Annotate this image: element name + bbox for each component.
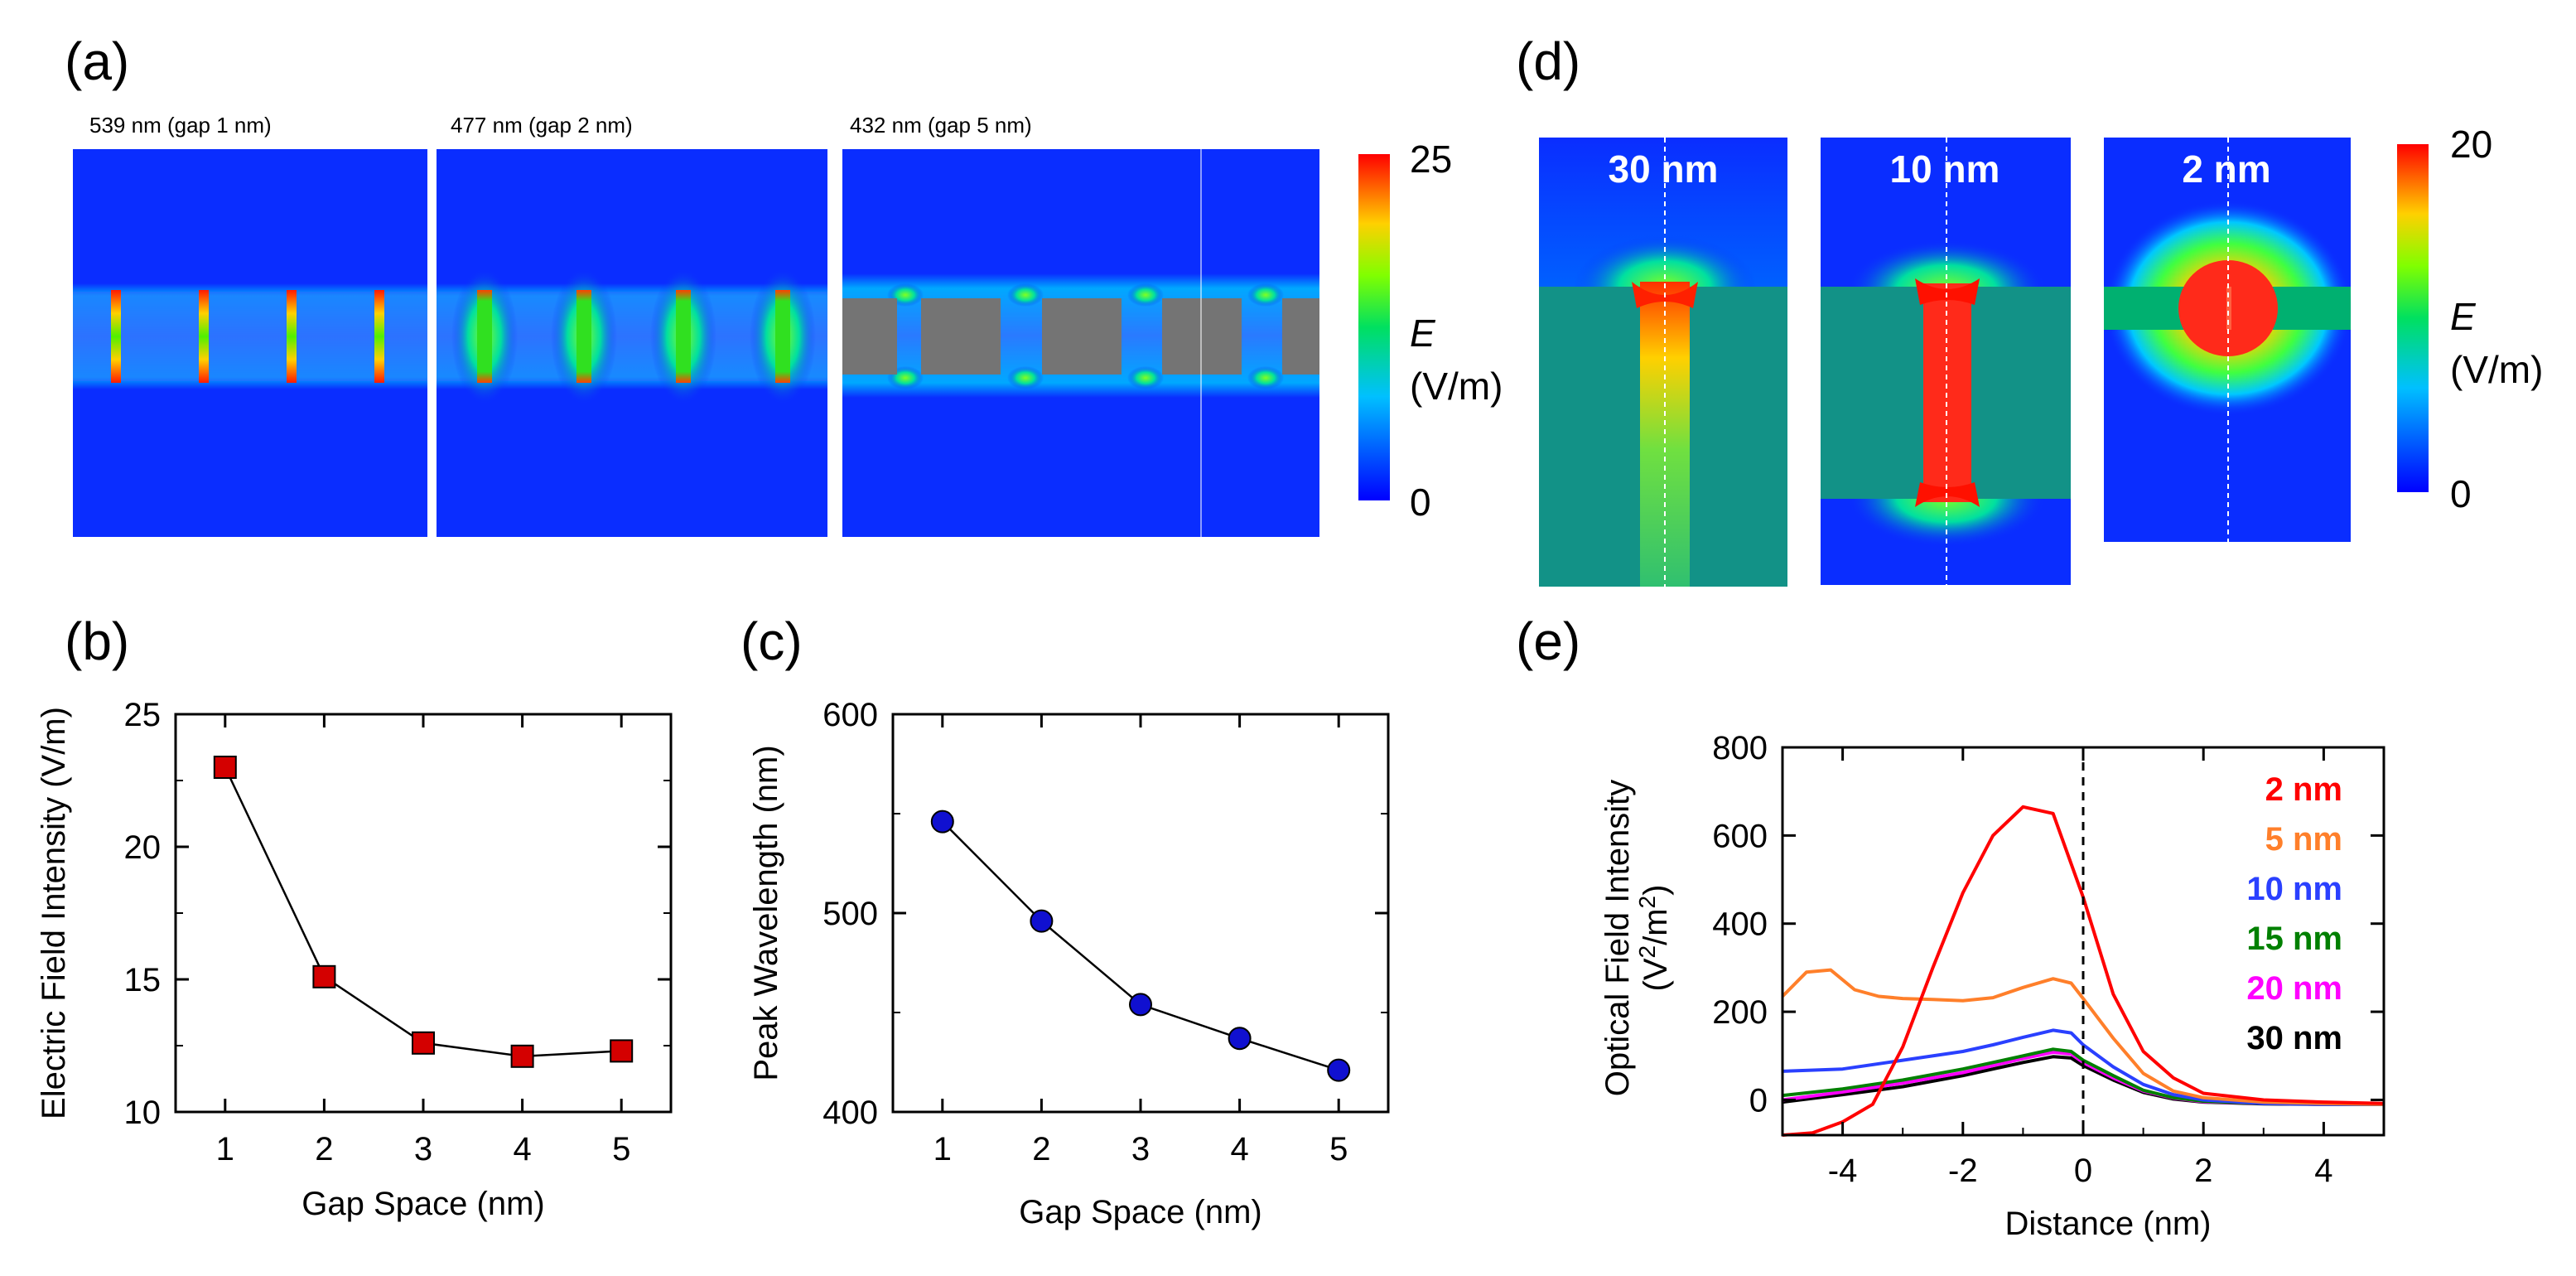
chart-b-ytick-label: 10 <box>124 1095 162 1131</box>
chart-c-xtick-label: 1 <box>933 1131 952 1167</box>
field-map-30nm: 30 nm <box>1539 138 1787 587</box>
chart-e-xtick-label: 4 <box>2314 1153 2332 1189</box>
chart-b-ytick-label: 20 <box>124 829 162 866</box>
chart-b-ytick-label: 15 <box>124 962 162 998</box>
chart-e-legend-entry: 30 nm <box>2246 1020 2342 1056</box>
panel-a-title-3: 432 nm (gap 5 nm) <box>850 113 1032 138</box>
field-map-gap-2 <box>437 149 827 537</box>
panel-b-label: (b) <box>65 611 129 671</box>
panel-a-field-maps <box>73 149 1319 537</box>
chart-e-xtick-label: -4 <box>1828 1153 1858 1189</box>
chart-b-point <box>412 1031 435 1055</box>
colorbar-a-quantity: E <box>1410 312 1436 355</box>
chart-b-xtick-label: 5 <box>612 1131 630 1167</box>
chart-c-xtick-label: 3 <box>1131 1131 1150 1167</box>
chart-e-xtick-label: -2 <box>1948 1153 1978 1189</box>
panel-d-field-maps: 30 nm 10 nm 2 nm <box>1539 138 2352 587</box>
subpanel-30nm-label: 30 nm <box>1609 147 1719 191</box>
panel-c-label: (c) <box>740 611 803 671</box>
field-map-gap-1 <box>73 149 427 537</box>
chart-c-ytick-label: 400 <box>822 1095 878 1131</box>
chart-b-xtick-label: 3 <box>414 1131 432 1167</box>
colorbar-d-max: 20 <box>2450 123 2492 166</box>
chart-e-ytick-label: 800 <box>1712 730 1768 766</box>
chart-e-xtick-label: 2 <box>2194 1153 2212 1189</box>
colorbar-a-unit: (V/m) <box>1410 365 1503 408</box>
subpanel-10nm-label: 10 nm <box>1890 147 2000 191</box>
chart-c-plot-frame <box>891 713 1390 1114</box>
chart-e-ytick-label: 400 <box>1712 906 1768 943</box>
field-map-10nm: 10 nm <box>1821 138 2071 585</box>
chart-e-legend-entry: 15 nm <box>2246 921 2342 957</box>
chart-e-series-line <box>1781 968 2385 1106</box>
colorbar-d-quantity: E <box>2450 295 2477 338</box>
chart-e-xtick-label: 0 <box>2074 1153 2092 1189</box>
chart-e-ylabel: Optical Field Intensity <box>1599 780 1636 1096</box>
chart-e-legend-entry: 2 nm <box>2265 771 2342 808</box>
chart-b-point <box>213 756 237 779</box>
chart-c-xtick-label: 4 <box>1230 1131 1248 1167</box>
chart-c-line <box>941 820 1339 1071</box>
chart-e-ylabel-unit: (V2/m2) <box>1634 885 1674 992</box>
chart-e-xlabel: Distance (nm) <box>2005 1206 2212 1242</box>
colorbar-a: 25 0 E (V/m) <box>1358 138 1503 524</box>
field-map-gap-5 <box>842 149 1319 537</box>
chart-c: 1 2 3 4 5 400 500 600 Gap Space (nm) Peak Wavel… <box>748 697 1390 1230</box>
panel-a-label: (a) <box>65 31 129 91</box>
colorbar-d: 20 0 E (V/m) <box>2397 123 2543 515</box>
colorbar-a-min: 0 <box>1410 481 1431 524</box>
chart-e-series-line <box>1782 805 2385 1137</box>
chart-c-ytick-label: 600 <box>822 697 878 733</box>
chart-e: -4 -2 0 2 4 0 200 400 600 800 2 nm 5 nm 10 nm 15 nm 2… <box>1599 730 2385 1242</box>
field-map-2nm: 2 nm <box>2104 138 2352 542</box>
chart-b: 1 2 3 4 5 10 15 20 25 Gap Space (nm) Electric Fi… <box>36 697 673 1222</box>
chart-e-legend-entry: 5 nm <box>2265 821 2342 858</box>
chart-b-xtick-label: 4 <box>513 1131 531 1167</box>
chart-c-point <box>1228 1027 1252 1051</box>
colorbar-a-max: 25 <box>1410 138 1452 181</box>
chart-e-series-line <box>1782 1028 2384 1106</box>
chart-c-ytick-label: 500 <box>822 896 878 932</box>
colorbar-d-unit: (V/m) <box>2450 348 2543 391</box>
chart-c-point <box>1327 1058 1351 1082</box>
subpanel-2nm-label: 2 nm <box>2182 147 2270 191</box>
panel-a-title-2: 477 nm (gap 2 nm) <box>451 113 633 138</box>
chart-b-line <box>224 766 622 1058</box>
chart-b-ytick-label: 25 <box>124 697 162 733</box>
panel-e-label: (e) <box>1516 611 1580 671</box>
chart-b-xtick-label: 1 <box>216 1131 234 1167</box>
chart-c-xtick-label: 2 <box>1032 1131 1050 1167</box>
colorbar-d-min: 0 <box>2450 472 2472 515</box>
chart-b-point <box>312 964 336 988</box>
chart-e-legend-entry: 20 nm <box>2246 970 2342 1007</box>
chart-c-xtick-label: 5 <box>1329 1131 1348 1167</box>
panel-d-label: (d) <box>1516 31 1580 91</box>
chart-e-ytick-label: 600 <box>1712 818 1768 854</box>
chart-b-xlabel: Gap Space (nm) <box>301 1186 544 1222</box>
chart-c-point <box>930 810 954 834</box>
chart-b-point <box>610 1039 634 1063</box>
chart-b-point <box>510 1044 534 1068</box>
chart-c-ylabel: Peak Wavelength (nm) <box>748 745 784 1080</box>
chart-c-xlabel: Gap Space (nm) <box>1019 1194 1261 1230</box>
chart-e-ytick-label: 200 <box>1712 994 1768 1031</box>
chart-e-legend-entry: 10 nm <box>2246 871 2342 907</box>
chart-e-ytick-label: 0 <box>1749 1082 1768 1119</box>
panel-a-title-1: 539 nm (gap 1 nm) <box>89 113 272 138</box>
chart-c-point <box>1129 993 1152 1017</box>
chart-c-point <box>1030 909 1054 933</box>
chart-b-xtick-label: 2 <box>315 1131 333 1167</box>
chart-b-ylabel: Electric Field Intensity (V/m) <box>36 707 72 1119</box>
